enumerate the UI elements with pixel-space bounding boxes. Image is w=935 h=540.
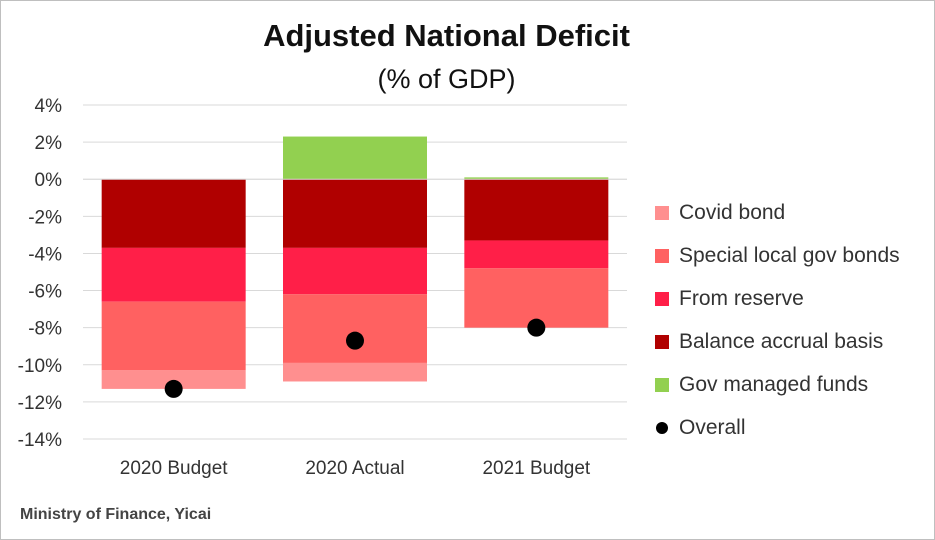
x-category-label: 2020 Actual — [305, 458, 404, 479]
y-tick-label: -12% — [18, 393, 62, 414]
y-tick-label: -2% — [28, 207, 62, 228]
legend-label: Special local gov bonds — [679, 244, 900, 267]
chart-subtitle: (% of GDP) — [377, 64, 516, 94]
y-tick-label: -6% — [28, 282, 62, 303]
bar-covid-bond — [283, 362, 427, 382]
y-tick-label: 4% — [35, 96, 63, 117]
bar-special-local-gov-bonds — [101, 301, 246, 371]
bar-special-local-gov-bonds — [283, 294, 427, 363]
source-note: Ministry of Finance, Yicai — [20, 506, 212, 523]
y-tick-label: 0% — [35, 170, 63, 191]
y-tick-label: -14% — [18, 430, 62, 451]
overall-marker — [346, 331, 364, 350]
legend-swatch — [655, 292, 669, 306]
overall-marker — [164, 379, 183, 398]
y-tick-label: -10% — [18, 356, 62, 377]
chart-title: Adjusted National Deficit — [263, 18, 630, 53]
legend-item: Gov managed funds — [655, 372, 868, 398]
y-tick-label: 2% — [35, 133, 63, 154]
bar-balance-accrual-basis — [464, 179, 609, 241]
bar-special-local-gov-bonds — [464, 268, 609, 328]
bar-balance-accrual-basis — [101, 179, 246, 248]
legend-item: From reserve — [655, 286, 804, 312]
legend-item: Covid bond — [655, 200, 785, 226]
bar-gov-managed-funds — [464, 177, 609, 180]
legend-swatch — [655, 378, 669, 392]
legend-label: Covid bond — [679, 201, 786, 224]
x-category-label: 2021 Budget — [482, 458, 590, 479]
legend-label: Overall — [679, 416, 746, 439]
legend-label: Gov managed funds — [679, 373, 869, 396]
bar-covid-bond — [101, 370, 246, 389]
legend-swatch — [655, 249, 669, 263]
legend-swatch — [656, 422, 668, 434]
bar-from-reserve — [101, 247, 246, 302]
y-tick-label: -8% — [28, 319, 62, 340]
legend-label: Balance accrual basis — [679, 330, 884, 353]
legend-item: Overall — [655, 415, 746, 441]
bar-from-reserve — [283, 247, 427, 295]
legend-item: Special local gov bonds — [655, 243, 900, 269]
bar-balance-accrual-basis — [283, 179, 427, 248]
x-category-label: 2020 Budget — [120, 458, 228, 479]
bar-from-reserve — [464, 240, 609, 269]
legend-item: Balance accrual basis — [655, 329, 883, 355]
legend-swatch — [655, 206, 669, 220]
y-tick-label: -4% — [28, 244, 62, 265]
legend-label: From reserve — [679, 287, 804, 310]
bar-gov-managed-funds — [283, 136, 427, 180]
overall-marker — [527, 318, 546, 337]
legend-swatch — [655, 335, 669, 349]
